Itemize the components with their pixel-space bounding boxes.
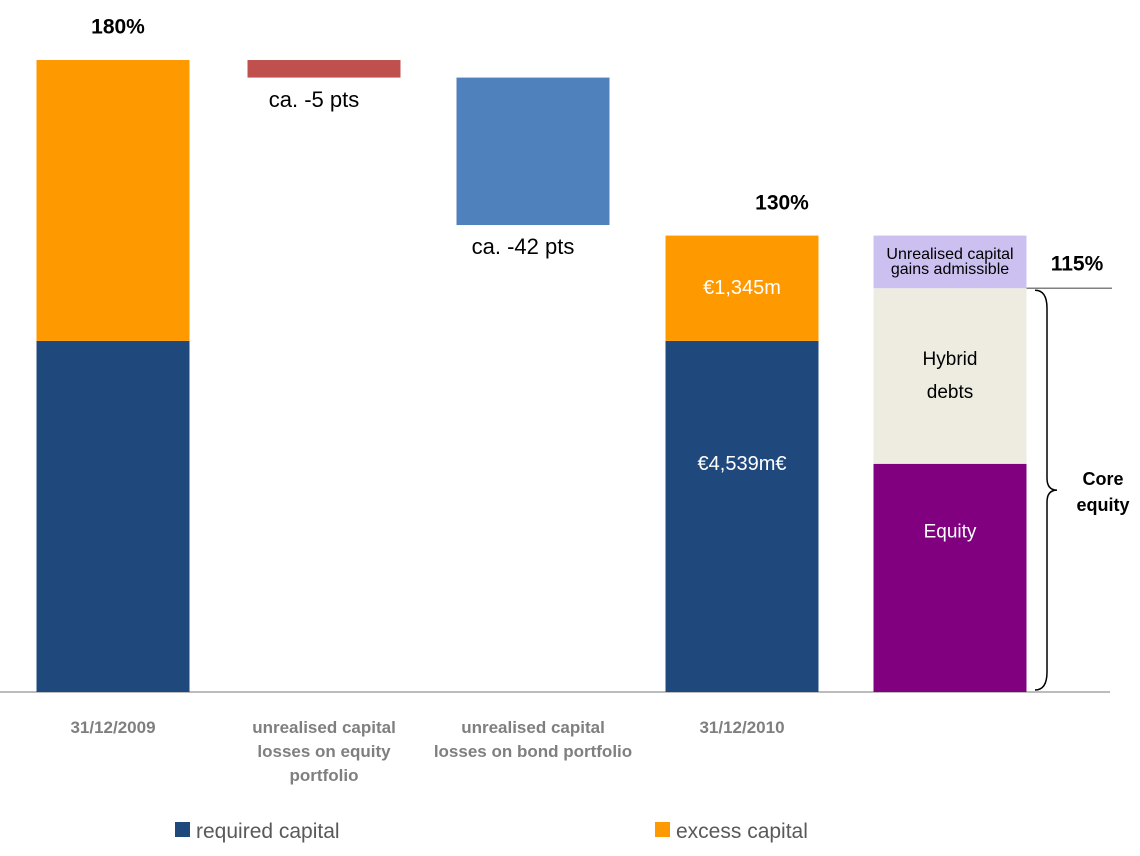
breakdown-label: Hybrid debts [922,349,978,403]
x-tick-label: unrealised capital losses on equity port… [252,718,396,785]
breakdown-segment [873,288,1027,464]
legend-swatch [175,822,190,837]
change-label: ca. -5 pts [268,86,360,112]
x-tick-label: unrealised capital losses on bond portfo… [433,718,633,761]
legend-swatch [655,822,670,837]
change-bar [456,77,610,226]
x-tick-label: 31/12/2009 [70,718,156,737]
core-equity-brace [1034,289,1058,691]
total-label: 180% [91,15,145,39]
segment-label: €4,539m€ [697,452,787,475]
change-bar [247,60,401,78]
bar-segment [36,60,190,341]
segment-label: €1,345m [703,277,781,300]
core-equity-label: Core equity [1076,469,1130,516]
legend-label: required capital [196,820,340,843]
total-label: 130% [755,191,809,215]
change-label: ca. -42 pts [471,233,575,259]
breakdown-segment [873,463,1027,692]
core-equity-value: 115% [1050,252,1104,276]
bar-segment [665,340,819,692]
x-tick-label: 31/12/2010 [699,718,785,737]
breakdown-segment [873,235,1027,289]
bar-segment [665,235,819,341]
breakdown-label: Unrealised capital gains admissible [886,245,1014,278]
legend-label: excess capital [676,820,808,843]
breakdown-label: Equity [923,521,977,543]
bar-segment [36,340,190,692]
